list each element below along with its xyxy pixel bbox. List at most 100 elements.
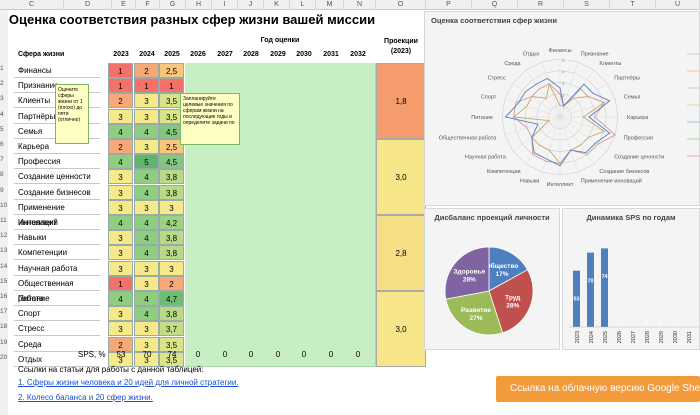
score-cell[interactable]: 2,5	[159, 139, 184, 154]
sphere-name[interactable]: Финансы	[14, 63, 100, 78]
sphere-name[interactable]: Спорт	[14, 306, 100, 322]
score-cell[interactable]: 3	[108, 184, 133, 200]
score-cell[interactable]: 1	[108, 78, 133, 94]
score-cell[interactable]: 3	[134, 108, 159, 124]
score-cell[interactable]: 4	[108, 291, 133, 306]
row-header-cell[interactable]: 11	[0, 217, 7, 224]
column-header-cell[interactable]: K	[264, 0, 290, 10]
row-header-cell[interactable]: 18	[0, 323, 8, 331]
score-cell[interactable]: 3	[134, 93, 159, 109]
link-spheres-article[interactable]: 1. Сферы жизни человека и 20 идей для ли…	[18, 378, 239, 387]
column-header-cell[interactable]: Q	[472, 0, 518, 10]
sphere-name[interactable]: Питание	[14, 291, 100, 306]
score-cell[interactable]: 2	[108, 93, 133, 109]
link-balance-wheel-article[interactable]: 2. Колесо баланса и 20 сфер жизни.	[18, 393, 153, 402]
score-cell[interactable]: 1	[108, 63, 133, 78]
row-header-cell[interactable]: 17	[0, 308, 8, 316]
row-header-cell[interactable]: 14	[0, 262, 8, 270]
score-cell[interactable]: 3	[108, 108, 133, 124]
score-cell[interactable]: 2	[108, 336, 133, 352]
column-header-cell[interactable]: H	[186, 0, 212, 10]
row-header-cell[interactable]: 15	[0, 277, 8, 285]
score-cell[interactable]: 3	[108, 306, 133, 322]
projection-cell[interactable]: 2,8	[376, 215, 426, 291]
row-header-cell[interactable]: 6	[0, 141, 4, 148]
score-cell[interactable]: 3,8	[159, 184, 184, 200]
projection-cell[interactable]: 3,0	[376, 139, 426, 215]
score-cell[interactable]: 3,7	[159, 321, 184, 337]
score-cell[interactable]: 2,5	[159, 63, 184, 78]
column-header-cell[interactable]: U	[656, 0, 700, 10]
row-header-cell[interactable]: 8	[0, 171, 4, 179]
column-header-cell[interactable]: J	[238, 0, 264, 10]
score-cell[interactable]: 3	[159, 260, 184, 276]
projection-cell[interactable]: 3,0	[376, 291, 426, 367]
row-header-cell[interactable]: 9	[0, 186, 4, 194]
sphere-name[interactable]: Навыки	[14, 230, 100, 246]
column-header-cell[interactable]: E	[112, 0, 136, 10]
column-header-cell[interactable]: G	[160, 0, 186, 10]
score-cell[interactable]: 4	[134, 169, 159, 185]
column-header-cell[interactable]: P	[426, 0, 472, 10]
score-cell[interactable]: 3,8	[159, 230, 184, 246]
sphere-name[interactable]: Общественная работа	[14, 276, 100, 303]
score-cell[interactable]: 5	[134, 154, 159, 170]
score-cell[interactable]: 2	[134, 63, 159, 78]
score-cell[interactable]: 3	[134, 336, 159, 352]
score-cell[interactable]: 1	[108, 275, 133, 291]
row-header-cell[interactable]: 16	[0, 293, 8, 300]
score-cell[interactable]: 3,5	[159, 336, 184, 352]
score-cell[interactable]: 3	[108, 321, 133, 337]
row-header-cell[interactable]: 10	[0, 201, 8, 209]
score-cell[interactable]: 3	[134, 139, 159, 154]
score-cell[interactable]: 3	[159, 199, 184, 215]
score-cell[interactable]: 4	[108, 215, 133, 230]
score-cell[interactable]: 4	[134, 215, 159, 230]
sphere-name[interactable]: Стресс	[14, 321, 100, 337]
projection-cell[interactable]: 1,8	[376, 63, 426, 139]
score-cell[interactable]: 4	[134, 184, 159, 200]
score-cell[interactable]: 4	[134, 123, 159, 139]
score-cell[interactable]: 4,7	[159, 291, 184, 306]
sphere-name[interactable]: Интеллект	[14, 215, 100, 230]
score-cell[interactable]: 3	[134, 260, 159, 276]
row-header-cell[interactable]: 13	[0, 247, 8, 255]
row-header-cell[interactable]: 12	[0, 232, 8, 240]
score-cell[interactable]: 3	[134, 199, 159, 215]
sphere-name[interactable]: Научная работа	[14, 261, 100, 276]
column-header-cell[interactable]: S	[564, 0, 610, 10]
sphere-name[interactable]: Компетенции	[14, 245, 100, 261]
row-header-cell[interactable]: 19	[0, 338, 8, 346]
column-header-cell[interactable]: D	[64, 0, 112, 10]
score-cell[interactable]: 3	[108, 230, 133, 246]
score-cell[interactable]: 3,8	[159, 306, 184, 322]
google-sheets-link-button[interactable]: Ссылка на облачную версию Google Sheets	[496, 376, 700, 402]
sphere-name[interactable]: Создание бизнесов	[14, 185, 100, 200]
score-cell[interactable]: 3	[108, 199, 133, 215]
score-cell[interactable]: 1	[159, 78, 184, 94]
row-header-cell[interactable]: 3	[0, 95, 4, 103]
sphere-name[interactable]: Профессия	[14, 154, 100, 170]
score-cell[interactable]: 2	[108, 139, 133, 154]
score-cell[interactable]: 3	[108, 260, 133, 276]
score-cell[interactable]: 3	[134, 275, 159, 291]
score-cell[interactable]: 4	[108, 154, 133, 170]
column-header-cell[interactable]: C	[0, 0, 64, 10]
row-header-cell[interactable]: 2	[0, 80, 4, 88]
row-header-cell[interactable]: 20	[0, 353, 8, 361]
score-cell[interactable]: 4,2	[159, 215, 184, 230]
score-cell[interactable]: 3	[134, 321, 159, 337]
column-header-cell[interactable]: O	[376, 0, 426, 10]
score-cell[interactable]: 3	[108, 169, 133, 185]
score-cell[interactable]: 3	[134, 351, 159, 367]
score-cell[interactable]: 4	[108, 123, 133, 139]
sphere-name[interactable]: Отдых	[14, 352, 100, 367]
score-cell[interactable]: 2	[159, 275, 184, 291]
sphere-name[interactable]: Создание ценности	[14, 169, 100, 185]
score-cell[interactable]: 3	[108, 245, 133, 261]
score-cell[interactable]: 3	[108, 351, 133, 367]
score-cell[interactable]: 4	[134, 291, 159, 306]
column-header-cell[interactable]: M	[316, 0, 344, 10]
score-cell[interactable]: 4	[134, 306, 159, 322]
score-cell[interactable]: 1	[134, 78, 159, 94]
